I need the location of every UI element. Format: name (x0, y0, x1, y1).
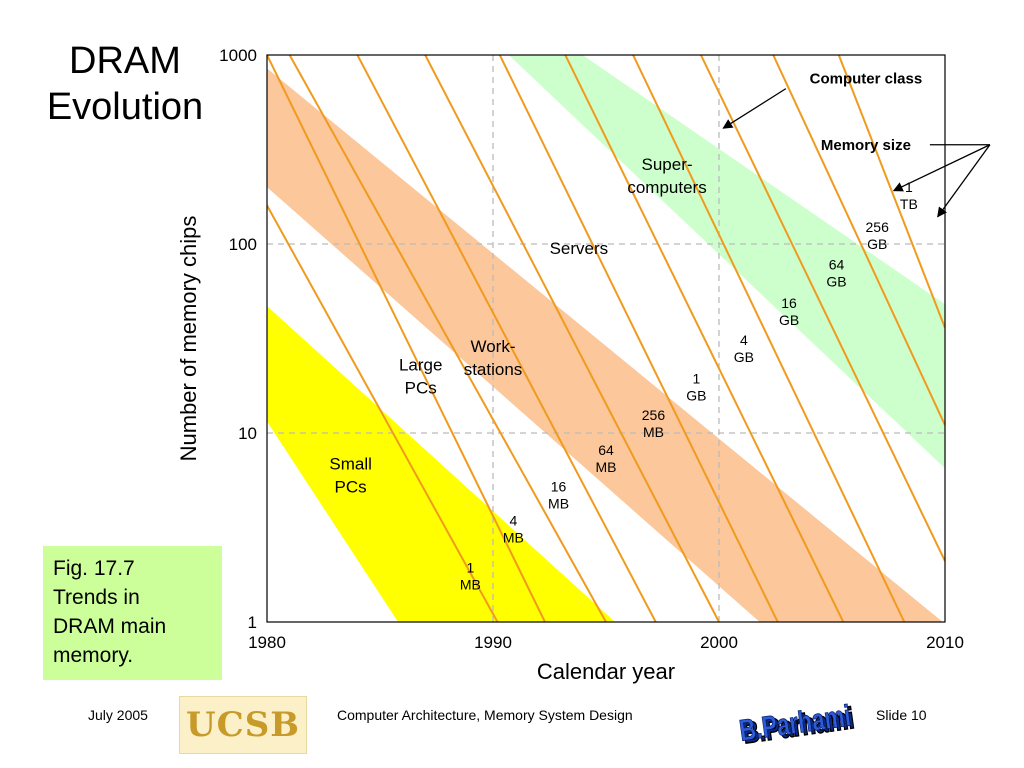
band-label-work-stations-line-2: stations (464, 360, 523, 379)
memory-label-256gb-line-1: 256 (866, 219, 890, 235)
band-super-computers (508, 55, 945, 469)
annotation-arrow-memory-size-upper (892, 144, 991, 192)
caption-line-4: memory. (53, 644, 134, 667)
figure-caption: Fig. 17.7 Trends in DRAM main memory. (43, 546, 222, 680)
band-label-work-stations-line-1: Work- (470, 337, 515, 356)
band-label-small-pcs-line-1: Small (329, 454, 372, 473)
memory-line-1gb (498, 55, 779, 622)
x-tick-label-1990: 1990 (474, 633, 512, 652)
memory-label-16mb-line-2: MB (548, 495, 569, 511)
memory-line-4gb (564, 55, 845, 622)
memory-line-64mb (356, 55, 657, 622)
y-tick-label-1: 1 (248, 613, 257, 632)
author-logo: B.Parhami B.Parhami (737, 699, 857, 751)
memory-label-64gb-line-1: 64 (829, 257, 845, 273)
x-tick-label-1980: 1980 (248, 633, 286, 652)
memory-line-16mb (288, 55, 607, 622)
x-tick-label-2000: 2000 (700, 633, 738, 652)
memory-label-1mb-line-1: 1 (467, 559, 475, 575)
class-label-large-pcs-line-1: Large (399, 356, 442, 375)
caption-line-3: DRAM main (53, 615, 167, 638)
memory-label-64gb-line-2: GB (826, 274, 846, 290)
y-tick-label-100: 100 (229, 235, 257, 254)
memory-line-1mb (267, 204, 499, 622)
annotation-memory-size: Memory size (821, 137, 911, 154)
memory-label-16gb-line-1: 16 (781, 295, 797, 311)
memory-label-64mb-line-1: 64 (598, 442, 614, 458)
memory-label-1tb-line-1: 1 (905, 179, 913, 195)
memory-line-16gb (632, 55, 906, 622)
footer-course-title: Computer Architecture, Memory System Des… (337, 707, 633, 723)
memory-label-4gb-line-1: 4 (740, 332, 748, 348)
band-work-stations (267, 68, 943, 622)
class-label-servers-line-1: Servers (550, 239, 609, 258)
memory-label-4mb-line-2: MB (503, 530, 524, 546)
caption-line-2: Trends in (53, 586, 140, 609)
memory-label-256mb-line-2: MB (643, 424, 664, 440)
memory-label-1gb-line-1: 1 (693, 370, 701, 386)
slide-title: DRAM Evolution (20, 38, 230, 130)
class-label-large-pcs-line-2: PCs (405, 379, 437, 398)
memory-line-256mb (424, 55, 720, 622)
y-tick-label-10: 10 (238, 424, 257, 443)
band-small-pcs (267, 305, 616, 622)
plot-area (267, 55, 945, 622)
band-label-super-computers-line-1: Super- (642, 155, 693, 174)
memory-label-16mb-line-1: 16 (551, 478, 567, 494)
annotation-arrow-computer-class (722, 88, 787, 129)
memory-label-1mb-line-2: MB (460, 576, 481, 592)
memory-label-16gb-line-2: GB (779, 312, 799, 328)
memory-label-4gb-line-2: GB (734, 349, 754, 365)
memory-label-256mb-line-1: 256 (642, 407, 666, 423)
annotation-arrow-memory-size-lower (937, 144, 991, 218)
memory-label-1tb-line-2: TB (900, 196, 918, 212)
memory-label-256gb-line-2: GB (867, 236, 887, 252)
band-label-super-computers-line-2: computers (627, 178, 706, 197)
memory-line-4mb (267, 55, 546, 622)
ucsb-logo: UCSB (179, 696, 307, 754)
memory-line-256gb (772, 55, 945, 426)
y-tick-label-1000: 1000 (219, 46, 257, 65)
footer-date: July 2005 (88, 707, 148, 723)
memory-label-4mb-line-1: 4 (509, 513, 517, 529)
memory-line-64gb (700, 55, 945, 562)
caption-line-1: Fig. 17.7 (53, 557, 135, 580)
memory-line-1tb (837, 55, 945, 329)
annotation-computer-class: Computer class (810, 71, 923, 88)
x-tick-label-2010: 2010 (926, 633, 964, 652)
memory-label-64mb-line-2: MB (596, 459, 617, 475)
footer-slide-number: Slide 10 (876, 707, 927, 723)
memory-label-1gb-line-2: GB (686, 387, 706, 403)
band-label-small-pcs-line-2: PCs (335, 477, 367, 496)
x-axis-label: Calendar year (537, 659, 675, 684)
y-axis-label: Number of memory chips (176, 216, 201, 462)
plot-frame (266, 54, 946, 623)
slide-title-line-2: Evolution (46, 86, 204, 128)
slide-title-line-1: DRAM (69, 40, 181, 82)
